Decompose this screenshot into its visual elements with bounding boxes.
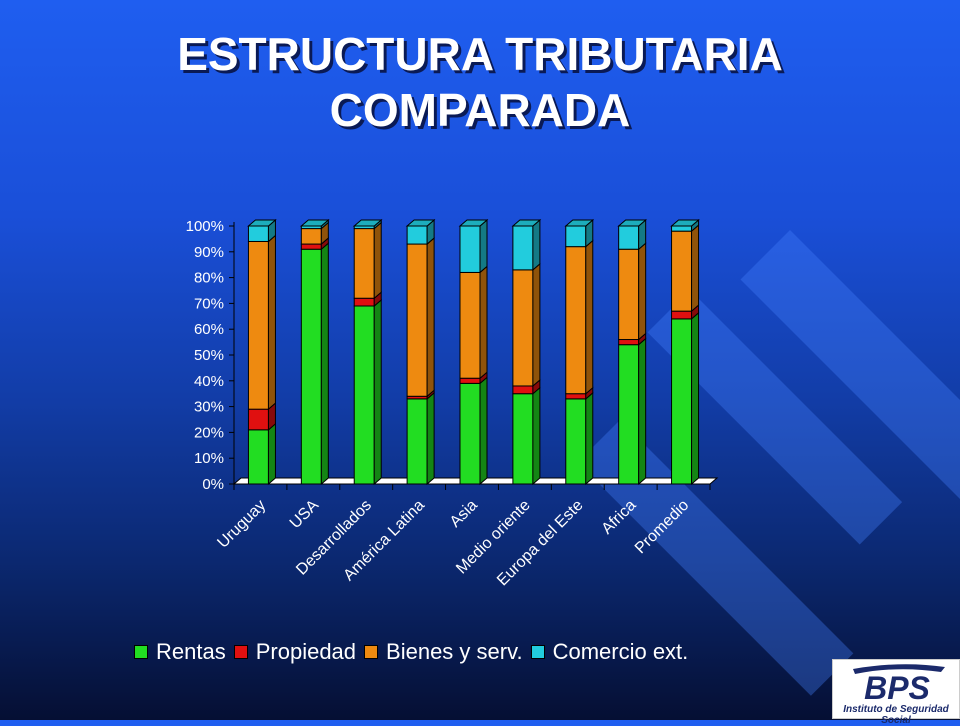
bar-top-comercio bbox=[670, 219, 700, 227]
bar-side-rentas bbox=[267, 422, 276, 486]
bar-side-rentas bbox=[479, 376, 488, 486]
legend-swatch-bienes bbox=[364, 645, 379, 659]
bar-segment-propiedad bbox=[618, 339, 640, 346]
bar-side-bienes bbox=[479, 265, 488, 380]
bar-segment-rentas bbox=[459, 382, 481, 485]
legend-swatch-comercio bbox=[530, 645, 545, 659]
bar-segment-bienes bbox=[512, 269, 534, 387]
y-tick-label: 10% bbox=[194, 450, 224, 467]
bar-top-comercio bbox=[617, 219, 648, 227]
bar-segment-propiedad bbox=[300, 243, 322, 250]
bar-top-comercio bbox=[511, 219, 542, 227]
bar-segment-propiedad bbox=[459, 377, 481, 384]
logo-brand-text: BPS bbox=[864, 670, 930, 703]
bar-side-rentas bbox=[426, 391, 435, 486]
bar-top-comercio bbox=[458, 219, 489, 227]
title-line-2: COMPARADA bbox=[329, 84, 631, 136]
bar-side-bienes bbox=[532, 262, 541, 388]
bar-segment-comercio bbox=[565, 225, 587, 248]
bar-top-comercio bbox=[247, 219, 277, 227]
y-tick-label: 90% bbox=[194, 244, 224, 261]
bar-segment-bienes bbox=[247, 240, 269, 410]
legend-label-propiedad: Propiedad bbox=[255, 639, 357, 664]
legend-swatch-rentas bbox=[134, 645, 148, 659]
bar-segment-bienes bbox=[671, 230, 693, 312]
bar-segment-bienes bbox=[406, 243, 428, 397]
bar-segment-propiedad bbox=[565, 393, 587, 400]
x-category-label: Africa bbox=[599, 497, 640, 538]
bar-segment-rentas bbox=[565, 398, 587, 485]
logo-subtitle: Instituto de Seguridad Social bbox=[843, 704, 949, 726]
bar-side-bienes bbox=[426, 236, 435, 398]
bar-top-comercio bbox=[352, 219, 383, 227]
bar-side-rentas bbox=[638, 337, 647, 486]
bar-segment-rentas bbox=[353, 305, 375, 485]
bar-segment-bienes bbox=[565, 246, 587, 395]
bar-side-comercio bbox=[479, 218, 488, 274]
y-tick-label: 20% bbox=[194, 424, 224, 441]
legend-label-comercio: Comercio ext. bbox=[552, 639, 689, 664]
y-tick-label: 0% bbox=[202, 476, 224, 493]
bps-logo-mark: BPS bbox=[853, 664, 945, 703]
bar-segment-propiedad bbox=[512, 385, 534, 395]
bar-top-comercio bbox=[405, 219, 436, 227]
legend-item-comercio: Comercio ext. bbox=[530, 639, 689, 665]
bar-segment-rentas bbox=[512, 393, 534, 485]
bar-side-rentas bbox=[373, 298, 382, 486]
bar-side-comercio bbox=[532, 218, 541, 271]
legend-item-propiedad: Propiedad bbox=[233, 639, 357, 665]
bar-segment-bienes bbox=[300, 228, 322, 245]
bar-side-bienes bbox=[373, 221, 382, 300]
bar-side-rentas bbox=[532, 386, 541, 486]
bar-segment-comercio bbox=[512, 225, 534, 271]
legend-label-rentas: Rentas bbox=[156, 639, 226, 664]
bar-side-bienes bbox=[585, 239, 594, 395]
bar-side-bienes bbox=[691, 224, 700, 313]
legend-item-bienes: Bienes y serv. bbox=[364, 639, 523, 665]
bar-top-comercio bbox=[564, 219, 595, 227]
bar-segment-propiedad bbox=[247, 408, 269, 431]
chart-legend: Rentas Propiedad Bienes y serv. Comercio… bbox=[134, 638, 696, 666]
bar-side-rentas bbox=[691, 311, 700, 486]
y-tick-label: 60% bbox=[194, 321, 224, 338]
y-tick-label: 40% bbox=[194, 373, 224, 390]
bar-side-rentas bbox=[320, 242, 329, 486]
bar-segment-rentas bbox=[618, 344, 640, 485]
title-line-1: ESTRUCTURA TRIBUTARIA bbox=[177, 28, 783, 80]
y-tick-label: 70% bbox=[194, 295, 224, 312]
x-category-label: Promedio bbox=[632, 497, 693, 558]
bar-segment-propiedad bbox=[353, 297, 375, 307]
bar-segment-bienes bbox=[459, 271, 481, 379]
x-category-label: Uruguay bbox=[214, 497, 269, 552]
bar-segment-bienes bbox=[618, 248, 640, 341]
bar-segment-propiedad bbox=[671, 310, 693, 320]
y-tick-label: 80% bbox=[194, 270, 224, 287]
bps-logo: BPS Instituto de Seguridad Social bbox=[832, 659, 960, 726]
bar-segment-rentas bbox=[300, 248, 322, 485]
legend-label-bienes: Bienes y serv. bbox=[386, 639, 523, 664]
bar-segment-comercio bbox=[618, 225, 640, 250]
y-tick-label: 100% bbox=[186, 218, 224, 235]
bar-side-bienes bbox=[267, 234, 276, 411]
bar-segment-rentas bbox=[247, 429, 269, 485]
bar-segment-comercio bbox=[459, 225, 481, 273]
legend-item-rentas: Rentas bbox=[134, 639, 226, 665]
y-tick-label: 30% bbox=[194, 399, 224, 416]
slide-title: ESTRUCTURA TRIBUTARIA COMPARADA bbox=[0, 26, 960, 138]
bar-top-comercio bbox=[299, 219, 330, 227]
bar-segment-comercio bbox=[671, 225, 693, 232]
bar-segment-comercio bbox=[247, 225, 269, 242]
bar-segment-comercio bbox=[406, 225, 428, 245]
bar-segment-bienes bbox=[353, 228, 375, 299]
x-category-label: USA bbox=[287, 497, 323, 533]
bar-segment-rentas bbox=[406, 398, 428, 485]
bar-side-rentas bbox=[585, 391, 594, 486]
x-category-label: Asia bbox=[447, 497, 481, 531]
legend-swatch-propiedad bbox=[233, 645, 248, 659]
y-tick-label: 50% bbox=[194, 347, 224, 364]
bar-side-bienes bbox=[638, 242, 647, 341]
bar-segment-rentas bbox=[671, 318, 693, 485]
